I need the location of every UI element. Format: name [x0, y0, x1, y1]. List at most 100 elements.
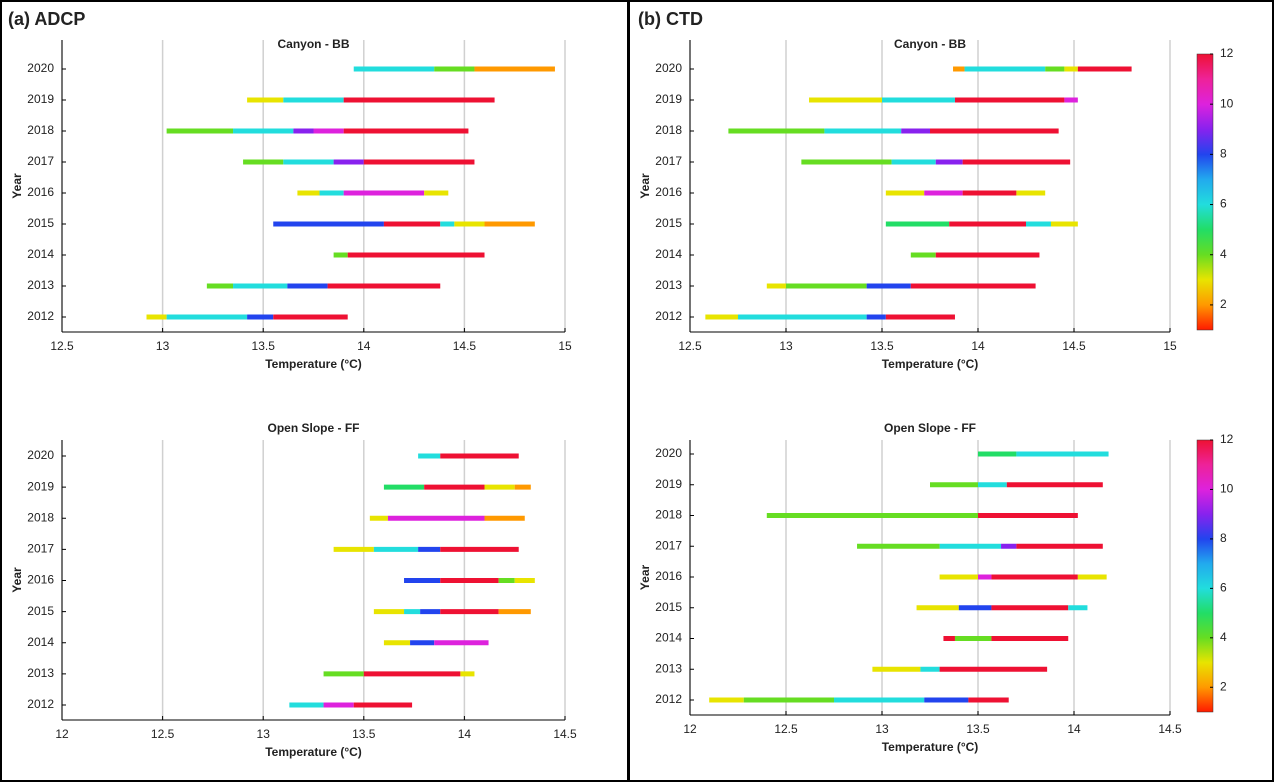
range-segment — [287, 283, 328, 289]
colorbar-tick-label: 12 — [1220, 46, 1234, 60]
range-segment — [1077, 574, 1107, 580]
range-segment — [369, 515, 388, 521]
range-segment — [418, 546, 441, 552]
range-segment — [383, 640, 411, 646]
range-segment — [347, 252, 485, 258]
colorbar-tick-label: 2 — [1220, 679, 1227, 693]
range-segment — [1050, 221, 1078, 227]
range-segment — [293, 128, 314, 134]
x-axis-label: Temperature (°C) — [882, 740, 979, 754]
y-tick-label: 2016 — [27, 573, 54, 587]
range-segment — [440, 546, 519, 552]
y-tick-label: 2013 — [27, 666, 54, 680]
y-tick-label: 2013 — [27, 278, 54, 292]
y-axis-label: Year — [10, 173, 24, 199]
range-segment — [247, 97, 284, 103]
x-tick-label: 14.5 — [1062, 339, 1086, 353]
y-tick-label: 2013 — [655, 278, 682, 292]
range-segment — [343, 128, 469, 134]
x-axis-label: Temperature (°C) — [265, 357, 362, 371]
y-tick-label: 2019 — [27, 479, 54, 493]
x-tick-label: 13.5 — [870, 339, 894, 353]
y-tick-label: 2012 — [27, 697, 54, 711]
range-segment — [705, 314, 738, 320]
range-segment — [410, 640, 435, 646]
range-segment — [363, 159, 475, 165]
colorbar-tick-label: 10 — [1220, 96, 1234, 110]
range-segment — [786, 283, 867, 289]
colorbar-tick-label: 4 — [1220, 247, 1227, 261]
range-segment — [343, 97, 495, 103]
colorbar-tick-label: 10 — [1220, 482, 1234, 496]
range-segment — [373, 609, 405, 615]
range-segment — [962, 159, 1071, 165]
range-segment — [924, 190, 963, 196]
range-segment — [916, 605, 959, 611]
range-segment — [434, 640, 489, 646]
range-segment — [1077, 66, 1132, 72]
range-segment — [514, 578, 535, 583]
range-segment — [924, 697, 969, 703]
x-tick-label: 14.5 — [453, 339, 477, 353]
range-segment — [766, 283, 786, 289]
range-segment — [866, 314, 886, 320]
range-segment — [834, 697, 925, 703]
range-segment — [872, 666, 921, 672]
y-tick-label: 2020 — [655, 446, 682, 460]
range-segment — [424, 484, 485, 490]
range-segment — [978, 451, 1017, 457]
range-segment — [498, 609, 531, 615]
range-segment — [440, 453, 519, 459]
colorbar-tick-label: 2 — [1220, 297, 1227, 311]
range-segment — [978, 513, 1078, 518]
range-segment — [801, 159, 892, 165]
range-segment — [166, 314, 248, 320]
x-tick-label: 13 — [257, 727, 271, 741]
range-segment — [962, 190, 1017, 196]
range-segment — [939, 543, 1002, 549]
x-tick-label: 13 — [779, 339, 793, 353]
range-segment — [333, 252, 348, 258]
range-segment — [939, 666, 1048, 672]
range-segment — [313, 128, 344, 134]
panel-frame — [628, 0, 1274, 782]
range-segment — [968, 697, 1009, 703]
x-tick-label: 13 — [875, 722, 889, 736]
y-tick-label: 2017 — [27, 154, 54, 168]
chart-title: Canyon - BB — [894, 37, 966, 51]
y-tick-label: 2012 — [27, 309, 54, 323]
range-segment — [824, 128, 902, 134]
colorbar-tick-label: 8 — [1220, 531, 1227, 545]
x-tick-label: 14 — [458, 727, 472, 741]
range-segment — [958, 605, 992, 611]
y-tick-label: 2016 — [27, 185, 54, 199]
colorbar — [1196, 53, 1214, 331]
range-segment — [404, 578, 441, 583]
y-tick-label: 2018 — [27, 123, 54, 137]
y-tick-label: 2015 — [655, 216, 682, 230]
range-segment — [460, 671, 475, 677]
y-tick-label: 2020 — [27, 448, 54, 462]
range-segment — [1068, 605, 1088, 611]
range-segment — [935, 252, 1040, 258]
range-segment — [404, 609, 421, 615]
range-segment — [885, 314, 955, 320]
chart-title: Canyon - BB — [278, 37, 350, 51]
range-segment — [420, 609, 441, 615]
x-tick-label: 14 — [971, 339, 985, 353]
range-segment — [233, 283, 288, 289]
range-segment — [424, 190, 449, 196]
y-tick-label: 2017 — [655, 538, 682, 552]
chart-title: Open Slope - FF — [268, 421, 360, 435]
range-segment — [1006, 482, 1103, 488]
colorbar — [1196, 439, 1214, 713]
range-segment — [440, 609, 499, 615]
y-tick-label: 2015 — [27, 216, 54, 230]
x-tick-label: 14.5 — [553, 727, 577, 741]
panel-frame — [0, 0, 629, 782]
panel-label: (a) ADCP — [8, 9, 85, 29]
range-segment — [885, 221, 950, 227]
range-segment — [383, 484, 425, 490]
y-tick-label: 2014 — [27, 247, 54, 261]
